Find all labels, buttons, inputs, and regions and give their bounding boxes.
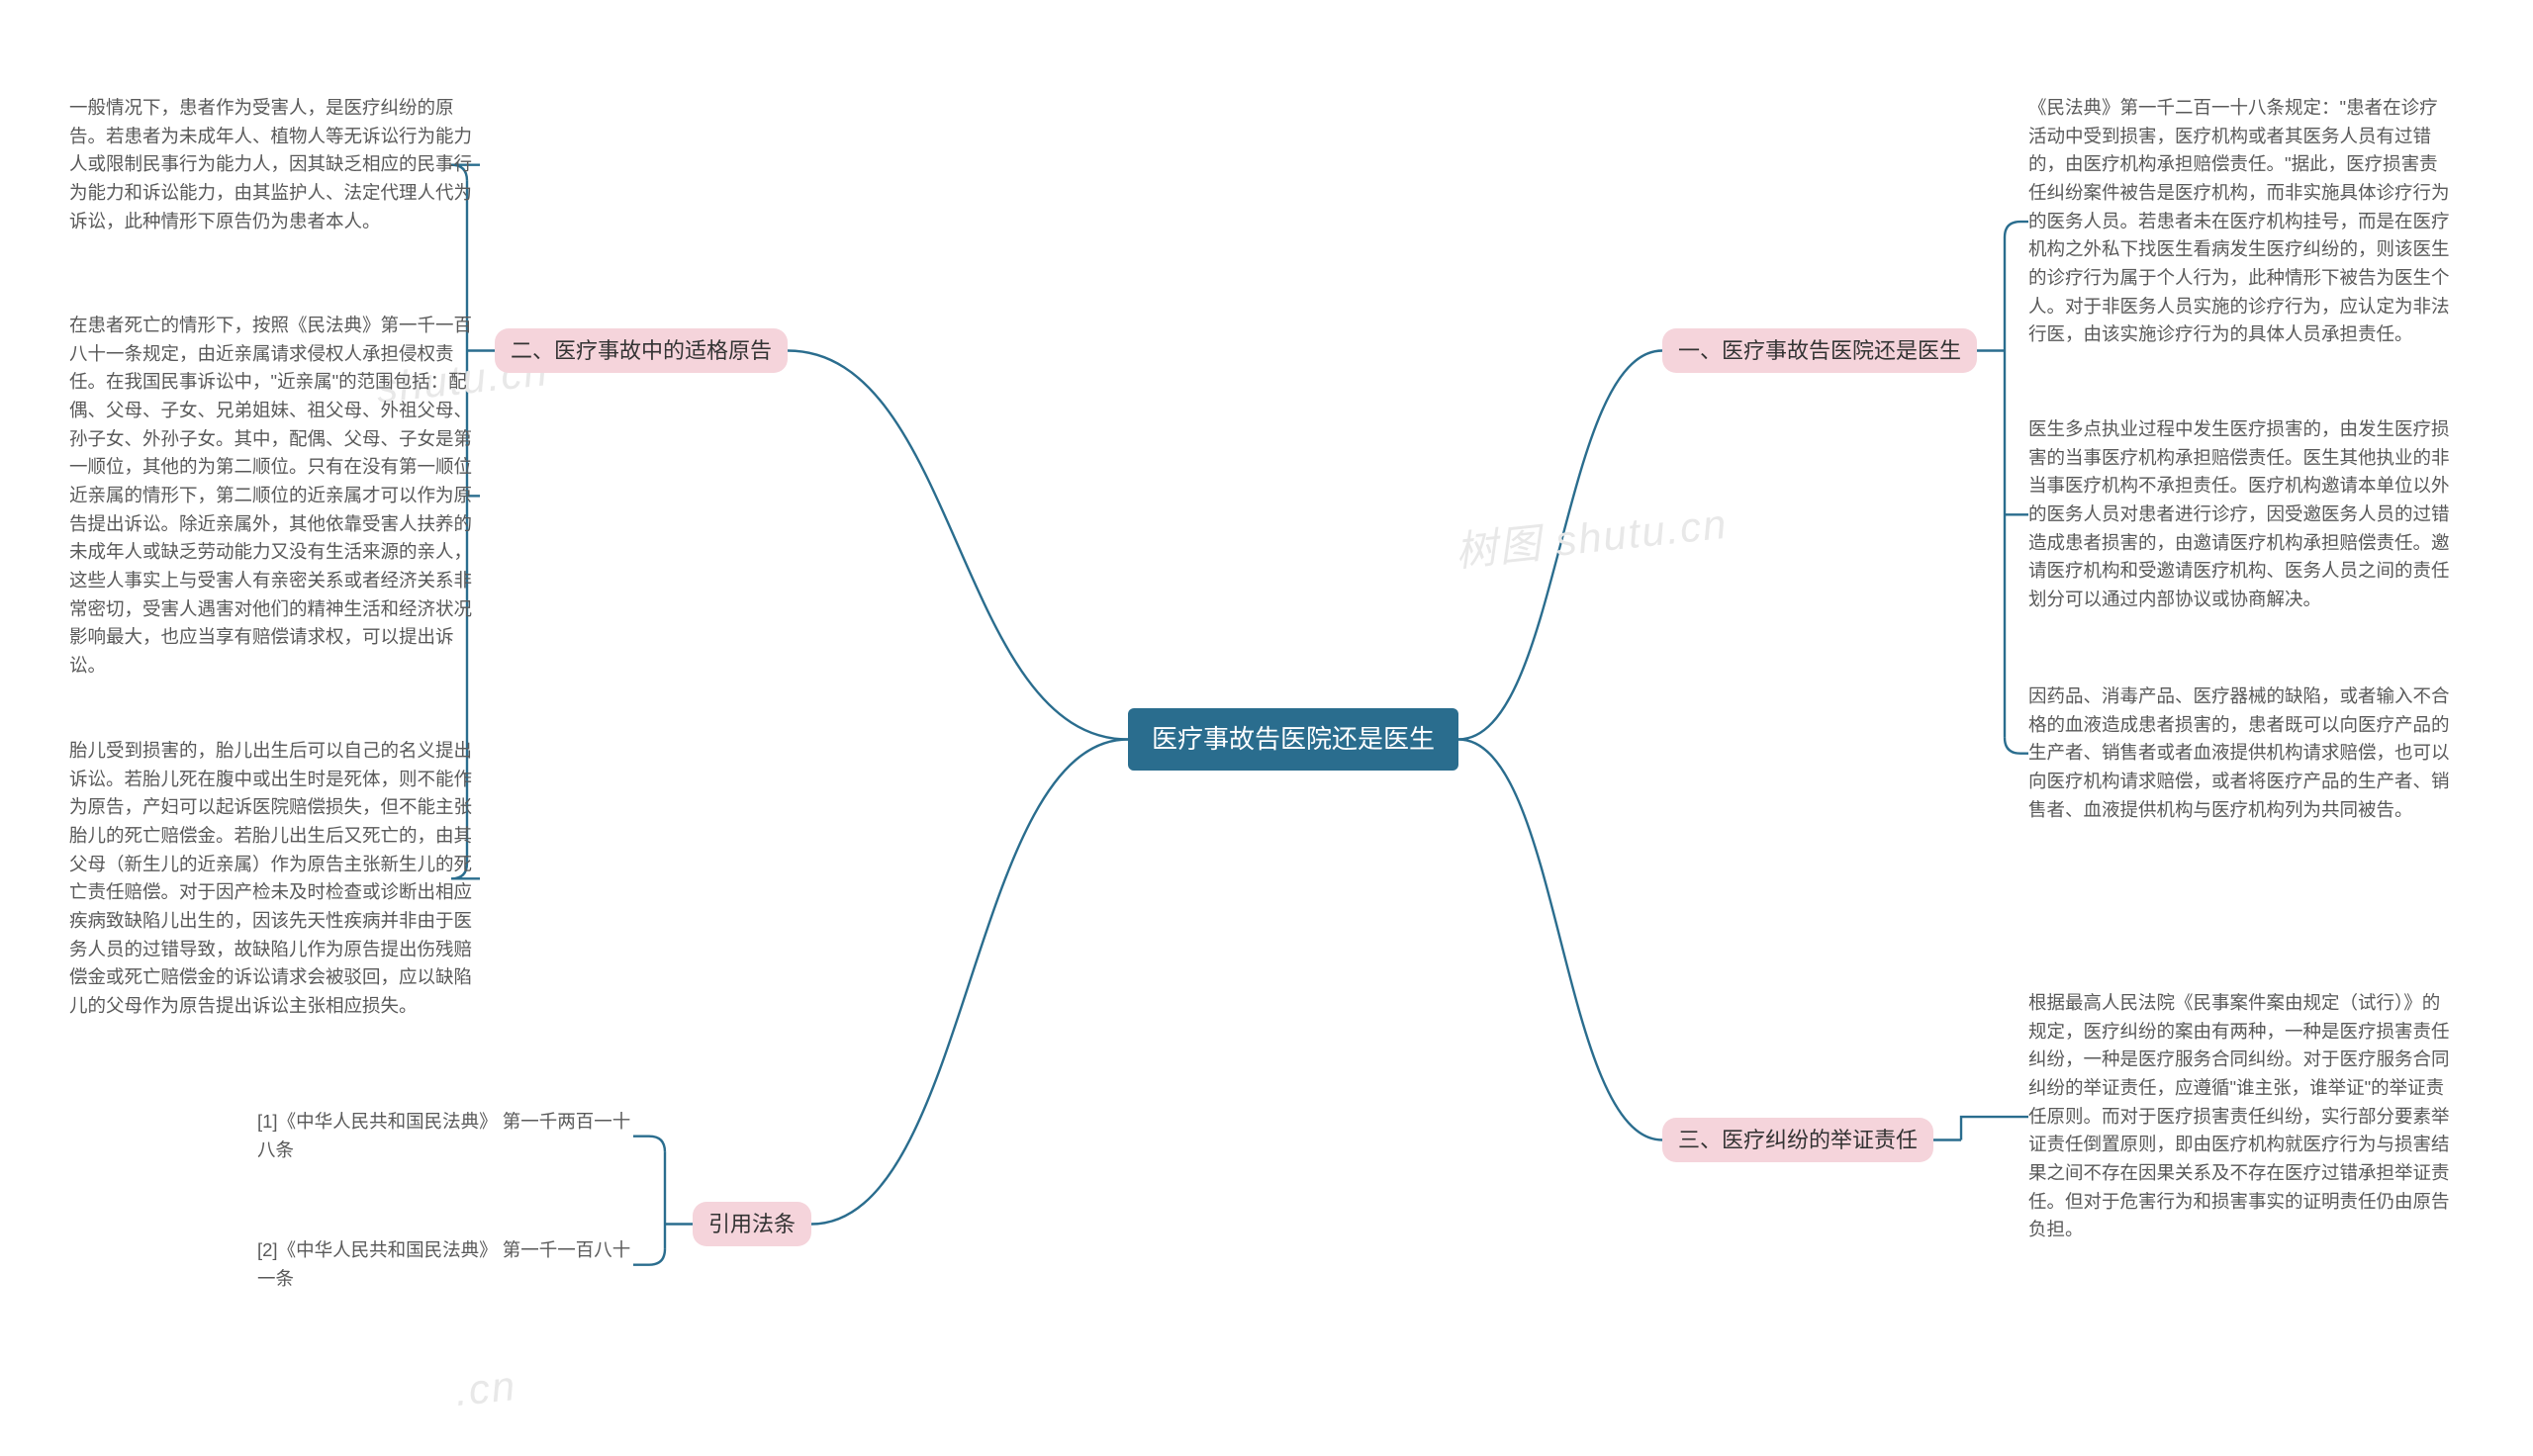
leaf-b1l3: 因药品、消毒产品、医疗器械的缺陷，或者输入不合格的血液造成患者损害的，患者既可以… (2028, 682, 2454, 824)
leaf-b3l1: 根据最高人民法院《民事案件案由规定（试行）》的规定，医疗纠纷的案由有两种，一种是… (2028, 989, 2454, 1244)
leaf-b1l2: 医生多点执业过程中发生医疗损害的，由发生医疗损害的当事医疗机构承担赔偿责任。医生… (2028, 415, 2454, 614)
leaf-b4l1: [1]《中华人民共和国民法典》 第一千两百一十八条 (257, 1108, 633, 1164)
branch-b4: 引用法条 (693, 1202, 811, 1246)
branch-b2: 二、医疗事故中的适格原告 (495, 328, 788, 373)
leaf-b2l2: 在患者死亡的情形下，按照《民法典》第一千一百八十一条规定，由近亲属请求侵权人承担… (69, 312, 480, 681)
center-node: 医疗事故告医院还是医生 (1128, 708, 1458, 771)
leaf-b2l3: 胎儿受到损害的，胎儿出生后可以自己的名义提出诉讼。若胎儿死在腹中或出生时是死体，… (69, 737, 480, 1021)
branch-b1: 一、医疗事故告医院还是医生 (1662, 328, 1977, 373)
branch-b3: 三、医疗纠纷的举证责任 (1662, 1118, 1933, 1162)
leaf-b2l1: 一般情况下，患者作为受害人，是医疗纠纷的原告。若患者为未成年人、植物人等无诉讼行… (69, 94, 480, 235)
leaf-b4l2: [2]《中华人民共和国民法典》 第一千一百八十一条 (257, 1236, 633, 1293)
leaf-b1l1: 《民法典》第一千二百一十八条规定："患者在诊疗活动中受到损害，医疗机构或者其医务… (2028, 94, 2454, 349)
